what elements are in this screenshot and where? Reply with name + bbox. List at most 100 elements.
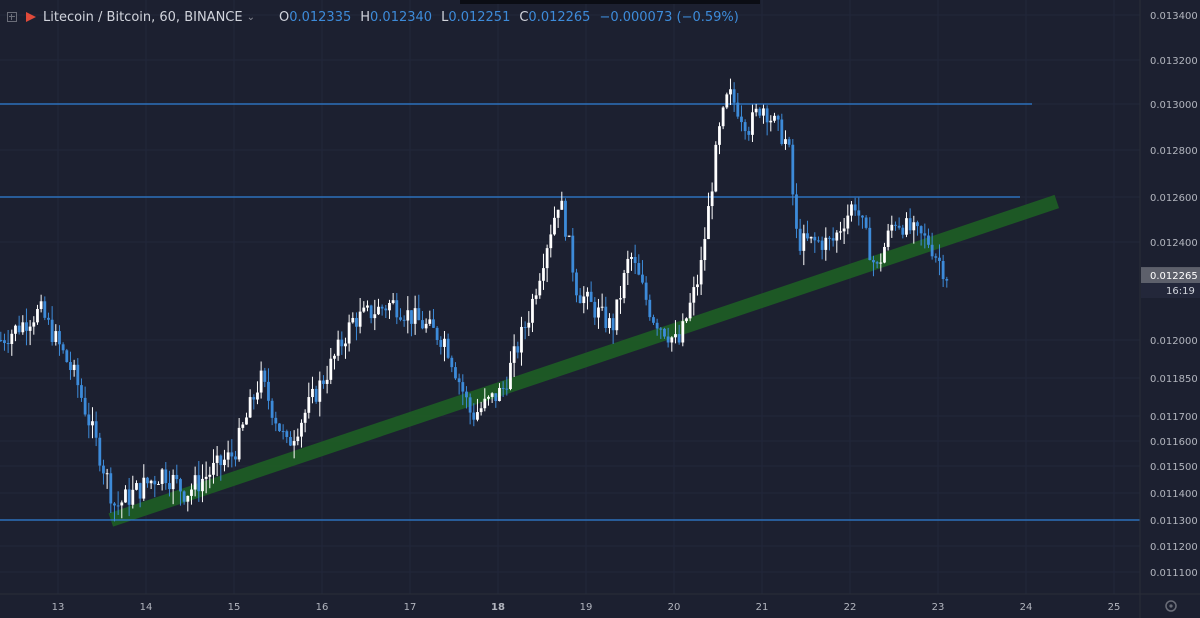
candle	[39, 294, 43, 313]
candle	[329, 347, 333, 385]
candle	[600, 293, 604, 311]
candle	[369, 304, 373, 324]
candle	[311, 376, 314, 404]
candle	[509, 351, 512, 391]
candle	[83, 386, 87, 417]
candle	[157, 481, 160, 485]
candle	[391, 292, 395, 305]
candle	[919, 225, 923, 246]
candle	[28, 320, 32, 346]
candle	[274, 411, 278, 432]
candle	[681, 313, 685, 347]
candle	[124, 485, 127, 503]
candle	[549, 224, 553, 258]
candle	[241, 421, 245, 431]
high-label: H	[360, 9, 371, 25]
time-tick-label: 17	[404, 602, 417, 613]
price-tick-label: 0.011700	[1150, 412, 1198, 423]
candle	[597, 298, 600, 329]
candle	[171, 469, 175, 505]
candle	[109, 467, 113, 513]
candle	[424, 318, 428, 333]
candle	[637, 254, 641, 276]
candle	[428, 310, 432, 326]
chart-legend-header: Litecoin / Bitcoin, 60, BINANCE ⌄ O 0.012…	[0, 0, 1140, 34]
price-tick-label: 0.011300	[1150, 516, 1198, 527]
candle	[413, 295, 417, 335]
candle	[494, 393, 498, 408]
candle	[630, 252, 633, 271]
candle	[465, 386, 468, 409]
close-label: C	[519, 9, 529, 25]
candle	[175, 464, 179, 484]
candle	[278, 423, 281, 432]
time-tick-label: 18	[491, 602, 505, 613]
candle	[615, 299, 619, 335]
candle	[516, 341, 520, 359]
candle	[252, 394, 256, 410]
candle	[512, 334, 516, 378]
high-value: 0.012340	[370, 9, 433, 25]
bar-countdown: 16:19	[1166, 286, 1195, 297]
candle	[527, 311, 531, 337]
candle	[828, 235, 831, 251]
candle	[223, 449, 226, 472]
candle	[80, 378, 83, 402]
candle	[373, 299, 377, 331]
price-tick-label: 0.012400	[1150, 238, 1198, 249]
candle	[553, 206, 556, 236]
candle	[545, 244, 549, 283]
candle	[281, 424, 285, 440]
candle	[285, 429, 289, 444]
candle	[182, 490, 186, 505]
symbol-title[interactable]: Litecoin / Bitcoin, 60, BINANCE	[43, 9, 243, 25]
candle	[747, 126, 751, 141]
price-axis: 0.013400 0.013200 0.013000 0.012800 0.012600…	[1150, 11, 1198, 579]
candle	[91, 407, 94, 439]
candle	[927, 228, 930, 249]
candle	[743, 119, 747, 140]
candle	[230, 439, 234, 468]
candle	[457, 373, 461, 395]
candle	[248, 389, 252, 418]
candle	[883, 242, 886, 264]
price-tick-label: 0.013400	[1150, 11, 1198, 22]
settings-icon[interactable]	[1165, 600, 1177, 612]
candle	[534, 288, 538, 305]
candle	[784, 130, 787, 150]
candle	[105, 468, 109, 489]
candle	[908, 208, 912, 234]
candle	[237, 417, 241, 462]
trend-band	[108, 194, 1060, 527]
candle	[593, 297, 597, 325]
candle	[43, 296, 47, 321]
candle	[813, 232, 817, 253]
candle	[831, 227, 835, 247]
trend-band-line	[108, 194, 1060, 527]
candle	[54, 324, 58, 346]
time-tick-label: 13	[52, 602, 65, 613]
low-label: L	[441, 9, 449, 25]
candle	[142, 464, 146, 501]
candle	[479, 401, 483, 416]
candle	[773, 112, 776, 123]
candle	[421, 311, 424, 330]
horizontal-levels	[0, 103, 1140, 521]
candle	[61, 342, 65, 354]
time-tick-label: 23	[932, 602, 945, 613]
candle	[461, 374, 465, 406]
price-tick-label: 0.012600	[1150, 193, 1198, 204]
candle	[765, 105, 769, 136]
expand-icon[interactable]	[7, 12, 17, 22]
candle	[710, 182, 714, 220]
candle	[219, 454, 223, 481]
candle	[890, 215, 894, 238]
chevron-down-icon[interactable]: ⌄	[246, 11, 255, 23]
candle	[234, 450, 237, 467]
candle	[835, 230, 839, 253]
last-price-label: 0.012265 16:19	[1141, 267, 1200, 299]
candle	[490, 392, 494, 403]
candle	[820, 236, 824, 260]
candle	[795, 183, 798, 239]
